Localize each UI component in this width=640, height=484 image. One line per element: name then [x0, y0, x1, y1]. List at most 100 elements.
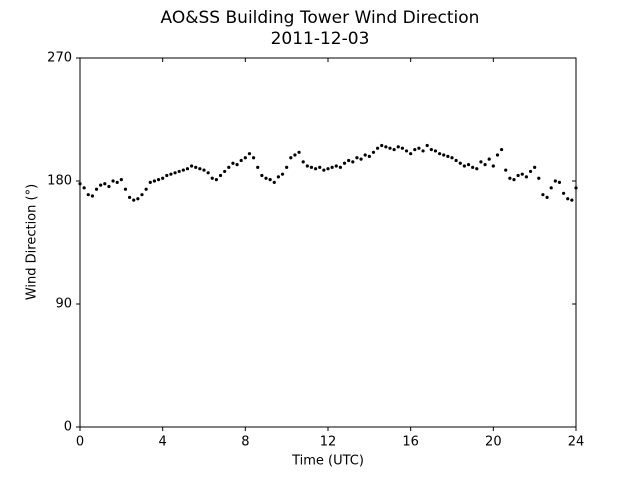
- data-point: [181, 168, 185, 172]
- data-point: [309, 165, 314, 169]
- data-point: [392, 147, 396, 152]
- data-point: [334, 164, 338, 168]
- data-point: [301, 160, 305, 164]
- data-point: [115, 180, 119, 184]
- data-point: [533, 165, 537, 169]
- data-point: [376, 146, 380, 150]
- data-point: [136, 197, 140, 201]
- data-point: [190, 164, 194, 168]
- data-point: [293, 153, 297, 157]
- data-point: [409, 152, 413, 156]
- data-point: [355, 156, 359, 160]
- data-point: [562, 191, 566, 195]
- x-tick-label: 4: [159, 435, 167, 450]
- x-tick-label: 24: [568, 435, 585, 450]
- y-tick-label: 90: [55, 297, 72, 312]
- data-point: [280, 172, 285, 176]
- data-point: [185, 167, 190, 171]
- x-tick-label: 12: [320, 435, 337, 450]
- data-point: [305, 164, 309, 168]
- data-point: [119, 178, 123, 182]
- data-point: [239, 158, 243, 163]
- data-point: [268, 178, 272, 182]
- y-tick-label: 0: [64, 420, 72, 435]
- data-point: [487, 157, 491, 161]
- data-point: [491, 164, 495, 168]
- data-point: [247, 152, 252, 156]
- data-point: [433, 149, 438, 153]
- data-point: [318, 165, 322, 169]
- x-axis-label: Time (UTC): [291, 454, 364, 469]
- data-point: [371, 150, 376, 154]
- data-point: [512, 178, 516, 182]
- data-point: [417, 146, 421, 150]
- data-point: [388, 146, 392, 150]
- data-point: [94, 187, 99, 191]
- data-point: [524, 175, 529, 179]
- x-tick-label: 20: [485, 435, 502, 450]
- data-point: [256, 165, 260, 169]
- data-point: [570, 198, 574, 202]
- y-tick-label: 180: [47, 174, 72, 189]
- data-point: [541, 193, 545, 197]
- data-point: [483, 163, 487, 167]
- data-point: [520, 172, 524, 176]
- data-point: [479, 160, 483, 164]
- data-point: [351, 160, 355, 164]
- data-point: [429, 147, 433, 152]
- data-point: [363, 153, 367, 157]
- data-point: [438, 152, 442, 156]
- data-point: [404, 149, 409, 153]
- data-point: [78, 182, 82, 186]
- data-point: [198, 167, 202, 171]
- data-point: [132, 198, 136, 202]
- data-point: [272, 180, 276, 184]
- data-point: [156, 178, 161, 182]
- data-point: [264, 176, 268, 180]
- data-point: [442, 153, 446, 157]
- data-point: [223, 169, 227, 174]
- data-point: [173, 171, 177, 175]
- data-point: [326, 167, 330, 171]
- data-point: [148, 180, 152, 184]
- data-point: [169, 172, 173, 176]
- data-point: [111, 179, 115, 183]
- data-point: [471, 165, 475, 169]
- data-point: [528, 169, 533, 174]
- data-point: [396, 145, 400, 149]
- data-point: [210, 176, 214, 180]
- data-point: [380, 143, 384, 148]
- data-point: [260, 173, 264, 178]
- data-point: [206, 171, 210, 175]
- data-point: [314, 167, 318, 171]
- data-point: [82, 186, 86, 190]
- data-point: [165, 173, 169, 178]
- data-point: [103, 182, 107, 186]
- data-point: [574, 186, 578, 190]
- data-point: [425, 143, 429, 148]
- data-point: [359, 157, 363, 161]
- data-point: [330, 165, 334, 169]
- data-point: [475, 167, 479, 171]
- data-point: [342, 161, 347, 165]
- data-point: [86, 193, 90, 197]
- data-point: [338, 165, 342, 169]
- data-point: [235, 163, 239, 167]
- data-point: [450, 156, 454, 160]
- data-point: [462, 164, 466, 168]
- data-point: [500, 147, 504, 152]
- data-point: [545, 195, 549, 199]
- x-tick-label: 8: [241, 435, 249, 450]
- data-point: [243, 156, 247, 160]
- y-axis-label: Wind Direction (°): [25, 184, 40, 300]
- data-point: [516, 173, 520, 178]
- data-point: [347, 158, 351, 163]
- data-point: [90, 194, 94, 198]
- data-point: [227, 165, 231, 169]
- y-tick-label: 270: [47, 51, 72, 66]
- data-point: [297, 150, 301, 154]
- data-point: [289, 156, 293, 160]
- data-point: [128, 195, 132, 199]
